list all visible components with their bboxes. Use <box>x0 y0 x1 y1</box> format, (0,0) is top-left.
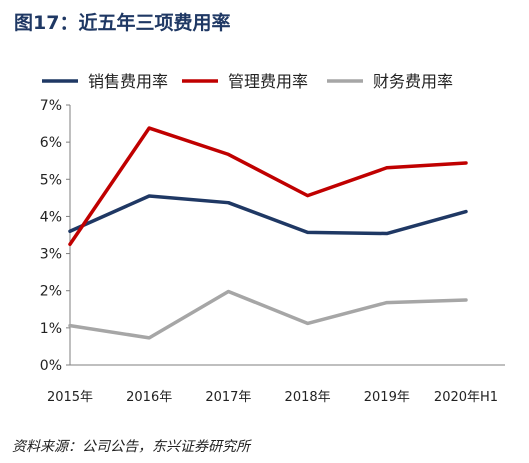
data-point <box>464 161 468 165</box>
y-tick-label: 5% <box>40 172 62 188</box>
x-tick-label: 2020年H1 <box>434 390 498 405</box>
x-tick-label: 2016年 <box>126 390 172 405</box>
x-tick-label: 2017年 <box>205 390 251 405</box>
data-point <box>385 301 389 305</box>
data-point <box>306 230 310 234</box>
figure-title: 图17：近五年三项费用率 <box>14 12 231 34</box>
x-tick-label: 2019年 <box>364 390 410 405</box>
y-tick-label: 7% <box>40 98 62 114</box>
y-tick-label: 3% <box>40 247 62 263</box>
x-tick-label: 2015年 <box>47 390 93 405</box>
data-point <box>306 194 310 198</box>
y-tick-label: 6% <box>40 135 62 151</box>
source-note: 资料来源：公司公告，东兴证券研究所 <box>12 439 250 455</box>
data-point <box>464 210 468 214</box>
data-point <box>385 232 389 236</box>
legend-label: 财务费用率 <box>373 72 453 91</box>
data-point <box>464 298 468 302</box>
data-point <box>147 194 151 198</box>
data-point <box>226 152 230 156</box>
y-tick-label: 4% <box>40 209 62 225</box>
x-tick-label: 2018年 <box>285 390 331 405</box>
data-point <box>68 242 72 246</box>
series-line-0 <box>68 194 468 236</box>
y-tick-label: 2% <box>40 284 62 300</box>
data-point <box>147 126 151 130</box>
data-point <box>306 321 310 325</box>
data-point <box>147 336 151 340</box>
data-point <box>385 166 389 170</box>
data-point <box>68 324 72 328</box>
y-tick-label: 1% <box>40 321 62 337</box>
series-line-2 <box>68 289 468 340</box>
series-line-1 <box>68 126 468 247</box>
legend-label: 销售费用率 <box>88 72 168 91</box>
legend-label: 管理费用率 <box>228 72 308 91</box>
data-point <box>226 201 230 205</box>
y-tick-label: 0% <box>40 358 62 374</box>
data-point <box>68 229 72 233</box>
data-point <box>226 289 230 293</box>
